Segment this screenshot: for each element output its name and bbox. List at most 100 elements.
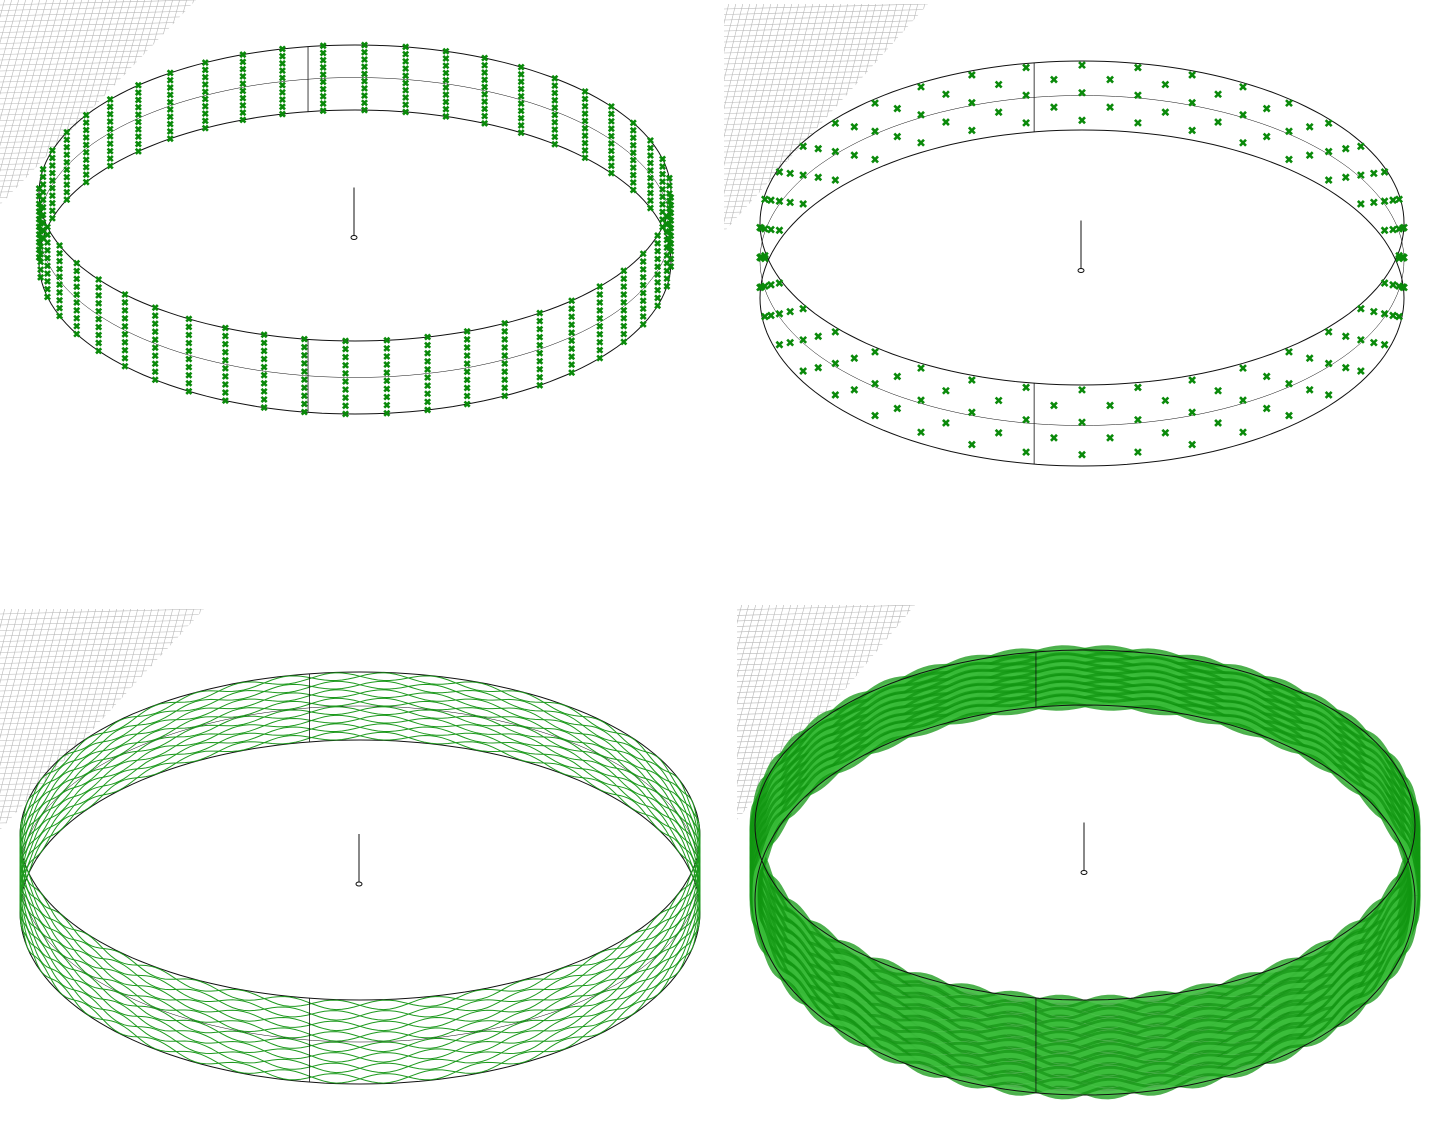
point-marker	[767, 225, 775, 234]
point-marker	[360, 99, 368, 107]
point-marker	[319, 56, 327, 64]
point-marker	[342, 353, 350, 361]
point-marker	[1395, 224, 1404, 233]
point-marker	[639, 258, 647, 266]
point-marker	[1188, 98, 1197, 107]
point-marker	[654, 286, 662, 294]
grid-line	[8, 609, 70, 830]
point-marker	[360, 84, 368, 92]
point-marker	[300, 400, 308, 408]
rail-curve	[754, 649, 1416, 1001]
point-marker	[185, 331, 193, 339]
point-marker	[917, 138, 925, 147]
point-marker	[35, 253, 43, 261]
point-marker	[568, 337, 576, 345]
point-marker	[596, 291, 604, 299]
point-marker	[663, 259, 671, 267]
rail-curve	[759, 60, 1405, 386]
grid-line	[737, 605, 786, 820]
point-marker	[831, 176, 840, 184]
point-marker	[239, 101, 247, 109]
point-marker	[1106, 401, 1114, 410]
point-marker	[967, 98, 976, 107]
point-marker	[201, 80, 209, 89]
point-marker	[63, 173, 71, 181]
point-marker	[319, 92, 327, 100]
point-marker	[620, 330, 628, 338]
grid-line	[737, 605, 772, 820]
point-marker	[551, 89, 559, 97]
grid-line	[737, 620, 915, 628]
grid-line	[737, 605, 765, 820]
point-marker	[166, 135, 174, 143]
point-marker	[654, 247, 662, 255]
point-marker	[121, 338, 129, 346]
point-marker	[1395, 312, 1404, 321]
point-marker	[56, 257, 64, 265]
point-marker	[342, 377, 350, 386]
point-marker	[629, 119, 637, 127]
point-marker	[134, 133, 142, 141]
point-marker	[48, 169, 56, 177]
point-marker	[568, 361, 576, 369]
point-marker	[893, 132, 902, 141]
point-marker	[629, 149, 637, 157]
point-marker	[260, 347, 268, 355]
point-marker	[442, 47, 450, 55]
point-marker	[1078, 385, 1086, 394]
point-marker	[639, 250, 647, 258]
point-marker	[73, 283, 81, 291]
point-marker	[151, 360, 159, 368]
point-marker	[106, 103, 114, 111]
point-marker	[278, 45, 286, 53]
point-marker	[893, 372, 902, 381]
point-marker	[1324, 391, 1333, 399]
point-marker	[278, 96, 286, 104]
point-marker	[201, 59, 209, 67]
point-marker	[82, 156, 90, 164]
point-marker	[1389, 225, 1397, 234]
point-marker	[185, 323, 193, 331]
grid-line	[737, 605, 915, 611]
point-marker	[134, 103, 142, 111]
point-marker	[43, 293, 51, 301]
point-marker	[607, 162, 615, 170]
point-marker	[581, 110, 589, 118]
grid-line	[8, 0, 70, 205]
point-marker	[994, 108, 1003, 117]
point-marker	[424, 357, 432, 365]
point-marker	[1262, 104, 1271, 113]
point-marker	[646, 189, 654, 197]
point-marker	[551, 133, 559, 141]
point-marker	[1022, 118, 1031, 127]
point-marker	[121, 290, 129, 298]
point-marker	[607, 169, 615, 177]
grid-line	[724, 25, 928, 32]
point-marker	[134, 147, 142, 155]
point-marker	[831, 359, 840, 368]
point-marker	[941, 90, 950, 99]
point-marker	[871, 411, 879, 420]
point-marker	[39, 173, 47, 181]
point-marker	[424, 390, 432, 398]
point-marker	[1380, 340, 1389, 349]
point-marker	[360, 77, 368, 85]
point-marker	[48, 146, 56, 154]
point-marker	[551, 104, 559, 112]
point-marker	[481, 98, 489, 106]
point-marker	[517, 92, 525, 100]
point-marker	[360, 63, 368, 71]
point-marker	[1356, 171, 1365, 180]
point-marker	[814, 363, 823, 372]
point-marker	[620, 290, 628, 299]
point-marker	[319, 78, 327, 86]
point-marker	[646, 197, 654, 205]
point-marker	[775, 168, 784, 176]
point-marker	[82, 141, 90, 149]
point-marker	[260, 339, 268, 347]
point-marker	[342, 361, 350, 369]
point-marker	[300, 367, 308, 376]
grid-line	[15, 609, 77, 830]
point-marker	[814, 332, 823, 341]
point-marker	[1214, 418, 1222, 427]
